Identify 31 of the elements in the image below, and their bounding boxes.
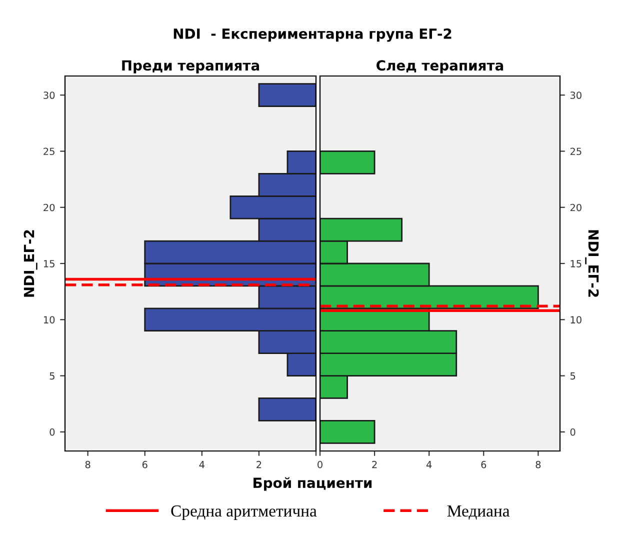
y-axis-title: NDI_ЕГ-2 [24, 230, 38, 297]
y-tick-label: 15 [570, 260, 582, 268]
y-tick-label: 5 [50, 372, 54, 380]
x-axis-title: Брой пациенти [254, 477, 372, 491]
y-tick-label: 25 [570, 148, 582, 156]
chart-subtitle: След терапията [376, 60, 504, 74]
x-tick-label: 4 [199, 461, 204, 468]
y-tick-label: 10 [570, 316, 582, 324]
legend-label: Медиана [447, 506, 510, 520]
x-tick-label: 4 [426, 461, 432, 468]
x-tick-label: 2 [256, 460, 262, 468]
x-tick-label: 6 [481, 460, 486, 468]
y-tick-label: 15 [44, 260, 54, 268]
x-tick-label: 8 [85, 460, 90, 468]
x-tick-label: 6 [142, 460, 148, 468]
y-tick-label: 5 [570, 372, 576, 380]
y-tick-label: 10 [44, 316, 55, 324]
chart-subtitle: Преди терапията [122, 60, 260, 74]
y2-axis-title: NDI_ЕГ-2 [585, 230, 599, 297]
y-tick-label: 30 [570, 92, 582, 99]
legend-label: Средна аритметична [171, 505, 317, 520]
y-tick-label: 0 [570, 428, 576, 436]
x-tick-label: 0 [318, 460, 322, 468]
y-tick-label: 30 [44, 92, 55, 99]
y-tick-label: 20 [44, 204, 55, 212]
x-tick-label: 8 [536, 460, 541, 468]
y-tick-label: 20 [570, 204, 582, 212]
y-tick-label: 25 [44, 148, 54, 156]
y-tick-label: 0 [50, 428, 55, 436]
x-tick-label: 2 [372, 460, 377, 468]
chart-title: NDI - Експериментарна група ЕГ-2 [174, 28, 452, 42]
